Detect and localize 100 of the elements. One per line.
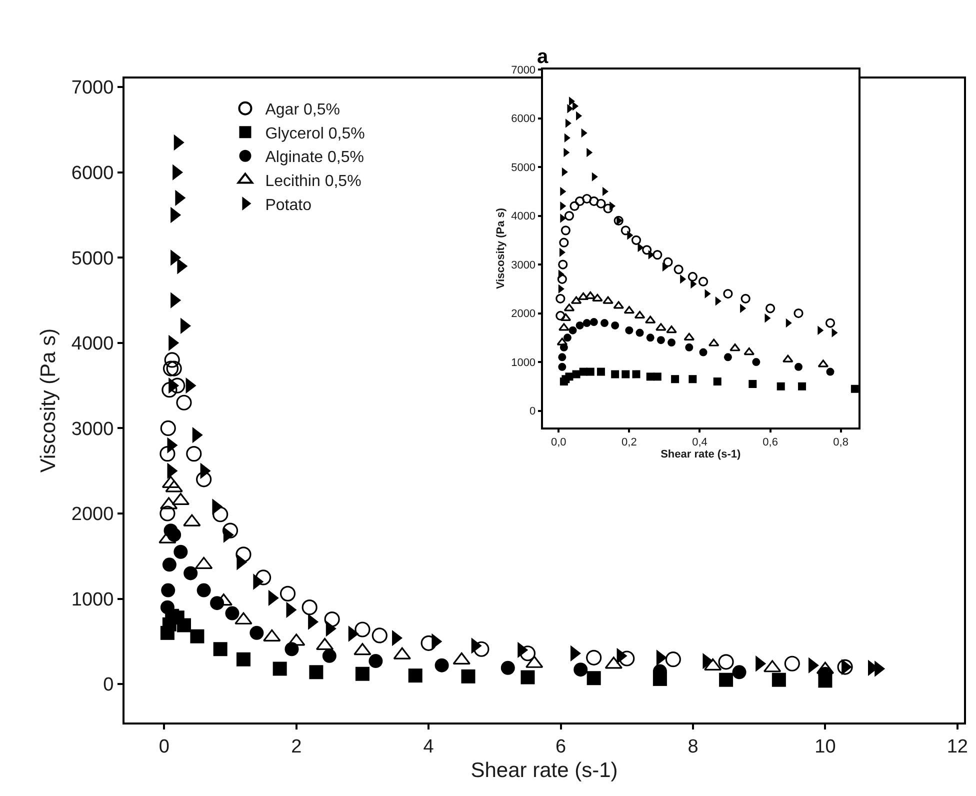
point — [642, 245, 652, 255]
point — [740, 294, 750, 304]
point — [520, 646, 536, 662]
point — [665, 652, 681, 668]
point — [160, 600, 174, 614]
point — [556, 294, 566, 304]
point — [162, 558, 176, 572]
point — [765, 304, 776, 314]
y-axis-title: Viscosity (Pa s) — [495, 208, 508, 290]
y-tick-label: 5000 — [511, 162, 536, 174]
point — [160, 446, 176, 462]
y-tick-label: 3000 — [511, 259, 536, 272]
x-axis-title: Shear rate (s-1) — [470, 758, 618, 782]
point — [520, 670, 535, 684]
point — [162, 360, 179, 376]
point — [564, 211, 574, 221]
point — [611, 321, 620, 330]
point — [196, 583, 211, 598]
point — [212, 506, 228, 522]
x-tick-label: 8 — [688, 736, 698, 758]
x-tick-label: 0,2 — [622, 436, 637, 449]
point — [620, 226, 630, 236]
point — [685, 343, 694, 352]
point — [166, 360, 182, 376]
point — [582, 194, 592, 204]
x-tick-label: 4 — [423, 736, 434, 758]
point — [560, 226, 570, 236]
point — [355, 666, 370, 681]
point — [674, 264, 684, 274]
point — [699, 348, 708, 356]
chart-title: a — [537, 46, 549, 68]
point — [619, 650, 635, 666]
y-tick-label: 7000 — [511, 64, 536, 76]
legend-label: Glycerol 0,5% — [265, 125, 365, 142]
x-tick-label: 0 — [158, 736, 170, 758]
point — [688, 272, 698, 282]
point — [174, 544, 188, 559]
point — [776, 382, 785, 390]
y-tick-label: 1000 — [71, 589, 114, 610]
point — [302, 600, 318, 616]
point — [160, 420, 176, 436]
point — [213, 642, 228, 656]
x-tick-label: 10 — [814, 736, 836, 758]
y-tick-label: 4000 — [511, 210, 536, 223]
point — [663, 257, 673, 267]
point — [668, 338, 676, 347]
y-tick-label: 0 — [103, 674, 114, 696]
point — [646, 334, 654, 342]
point — [671, 375, 680, 384]
point — [565, 372, 574, 381]
point — [586, 368, 594, 376]
y-tick-label: 2000 — [71, 504, 114, 526]
point — [600, 319, 608, 328]
point — [794, 362, 803, 371]
point — [161, 583, 176, 598]
point — [590, 318, 598, 326]
x-tick-label: 0,0 — [550, 436, 566, 449]
point — [698, 276, 708, 286]
point — [794, 308, 804, 318]
point — [558, 260, 568, 270]
point — [611, 370, 620, 378]
point — [596, 368, 605, 376]
point — [596, 198, 606, 208]
point — [558, 362, 566, 371]
point — [652, 250, 662, 260]
point — [582, 319, 591, 328]
point — [196, 472, 212, 488]
point — [568, 326, 577, 334]
point — [563, 334, 572, 342]
point — [718, 654, 734, 670]
point — [586, 650, 602, 666]
point — [825, 318, 836, 328]
point — [309, 665, 324, 680]
point — [570, 201, 580, 211]
point — [500, 660, 515, 675]
y-tick-label: 5000 — [71, 248, 114, 270]
point — [162, 382, 178, 398]
point — [474, 641, 490, 657]
legend-label: Agar 0,5% — [265, 102, 340, 119]
point — [666, 326, 677, 334]
point — [744, 347, 755, 356]
point — [653, 372, 662, 381]
point — [354, 622, 370, 638]
point — [160, 506, 176, 522]
point — [730, 344, 740, 352]
point — [584, 291, 596, 300]
point — [272, 662, 287, 676]
point — [558, 353, 566, 362]
point — [256, 570, 272, 586]
point — [625, 326, 634, 334]
point — [719, 672, 734, 687]
point — [461, 669, 476, 684]
point — [572, 370, 580, 378]
y-tick-label: 6000 — [511, 113, 536, 126]
x-tick-label: 2 — [291, 736, 302, 758]
point — [636, 328, 644, 337]
x-tick-label: 0,6 — [762, 436, 778, 449]
point — [602, 296, 614, 304]
x-axis-title: Shear rate (s-1) — [660, 448, 741, 461]
point — [420, 635, 436, 651]
